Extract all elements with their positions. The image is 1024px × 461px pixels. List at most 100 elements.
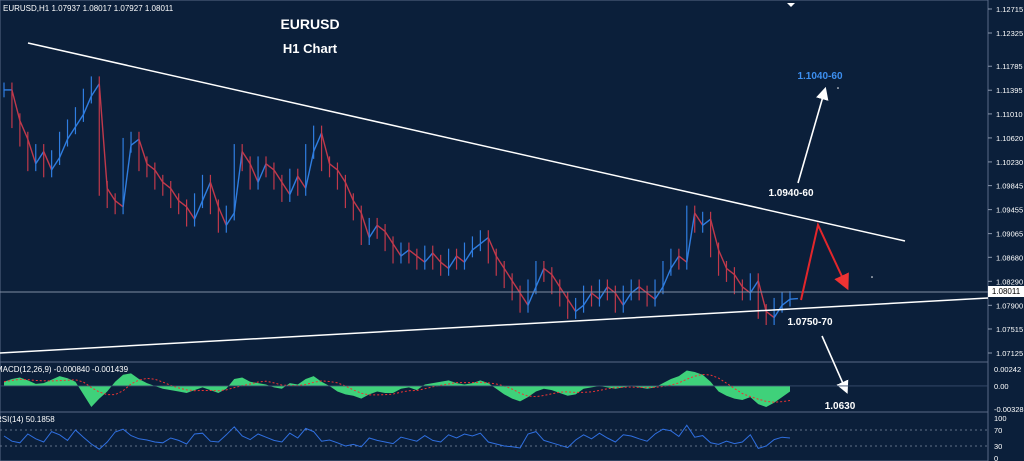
price-segment [686, 212, 696, 263]
price-segment [58, 138, 69, 158]
price-segment [416, 255, 426, 263]
price-segment [614, 292, 624, 306]
price-segment [241, 151, 251, 165]
macd-axis: 0.00242 0.00 -0.003289 [994, 365, 1024, 414]
price-segment [320, 132, 331, 164]
rsi-tick-label: 30 [994, 442, 1002, 451]
price-segment [789, 297, 798, 300]
price-tick-label: 1.12715 [996, 5, 1023, 14]
support-label: 1.0750-70 [787, 317, 832, 328]
price-segment [400, 249, 410, 257]
price-segment [543, 267, 553, 276]
price-segment [765, 310, 775, 319]
price-segment [106, 188, 116, 202]
price-segment [154, 169, 164, 183]
macd-tick-label: 0.00242 [994, 365, 1021, 374]
macd-label: MACD(12,26,9) -0.000840 -0.001439 [0, 365, 129, 374]
red-path-arrow [800, 221, 849, 301]
price-tick-label: 1.07515 [996, 325, 1023, 334]
price-tick-label: 1.08290 [996, 277, 1023, 286]
current-price-tag [988, 286, 1024, 297]
price-segment [376, 224, 386, 233]
price-tick-label: 1.10230 [996, 158, 1023, 167]
macd-area [4, 370, 790, 407]
price-segment [773, 304, 783, 318]
price-segment [257, 163, 267, 183]
panel-frames [0, 0, 989, 461]
price-segment [217, 206, 227, 226]
down-arrow [821, 335, 849, 394]
price-segment [591, 292, 600, 300]
price-segment [368, 224, 378, 238]
price-segment [201, 181, 212, 201]
price-segment [622, 292, 632, 306]
price-segment [186, 206, 196, 220]
descending-resistance-line [27, 42, 906, 242]
price-segment [726, 267, 735, 276]
price-segment [162, 181, 172, 189]
price-segment [559, 286, 569, 300]
chart-subtitle: H1 Chart [283, 41, 338, 56]
price-segment [43, 151, 53, 171]
shift-marker-icon [787, 3, 795, 7]
price-segment [654, 286, 664, 300]
target-label-mid: 1.0940-60 [768, 188, 813, 199]
price-segment [281, 181, 291, 195]
price-segment [19, 120, 29, 140]
price-segment [503, 268, 513, 282]
price-segment [678, 255, 688, 263]
price-segment [297, 175, 307, 189]
price-segment [146, 163, 156, 171]
price-segment [495, 255, 505, 269]
price-tick-label: 1.09845 [996, 182, 1023, 191]
price-segment [479, 237, 489, 245]
price-segment [527, 286, 537, 306]
price-segment [535, 268, 545, 288]
price-segment [781, 298, 791, 306]
rsi-axis: 100 70 30 0 [994, 414, 1007, 461]
price-tick-label: 1.09455 [996, 206, 1023, 215]
price-segment [567, 298, 577, 312]
price-segment [646, 292, 656, 300]
symbol-info-label: EURUSD,H1 1.07937 1.08017 1.07927 1.0801… [3, 4, 174, 13]
price-segment [694, 212, 704, 226]
price-segment [392, 243, 402, 257]
price-segment [305, 151, 315, 189]
ascending-support-line [0, 297, 989, 354]
macd-histogram [0, 370, 988, 407]
price-segment [122, 145, 132, 207]
rsi-tick-label: 100 [994, 414, 1007, 423]
price-segment [702, 218, 712, 226]
price-segment [598, 286, 608, 300]
price-segment [209, 182, 220, 208]
price-segment [662, 268, 672, 288]
price-segment [193, 200, 204, 220]
price-segment [709, 218, 720, 251]
rsi-tick-label: 0 [994, 454, 998, 461]
macd-tick-label: 0.00 [994, 382, 1009, 391]
up-arrow [797, 86, 829, 184]
price-segment [312, 132, 323, 152]
price-segment [344, 181, 354, 201]
price-tick-label: 1.11395 [996, 86, 1023, 95]
price-tick-label: 1.08680 [996, 253, 1023, 262]
dot-marker [871, 276, 873, 278]
price-series [3, 76, 798, 325]
price-segment [384, 231, 394, 245]
price-segment [463, 249, 474, 263]
price-segment [440, 261, 450, 269]
price-segment [582, 292, 593, 306]
price-segment [733, 274, 743, 288]
price-tick-label: 1.07900 [996, 301, 1023, 310]
price-tick-label: 1.09065 [996, 230, 1023, 239]
rsi-tick-label: 70 [994, 426, 1002, 435]
price-segment [90, 83, 100, 97]
target-label-high: 1.1040-60 [797, 71, 842, 82]
price-tick-label: 1.10620 [996, 134, 1023, 143]
price-segment [575, 304, 585, 313]
price-segment [51, 157, 61, 171]
price-segment [265, 163, 275, 171]
price-segment [170, 188, 180, 202]
